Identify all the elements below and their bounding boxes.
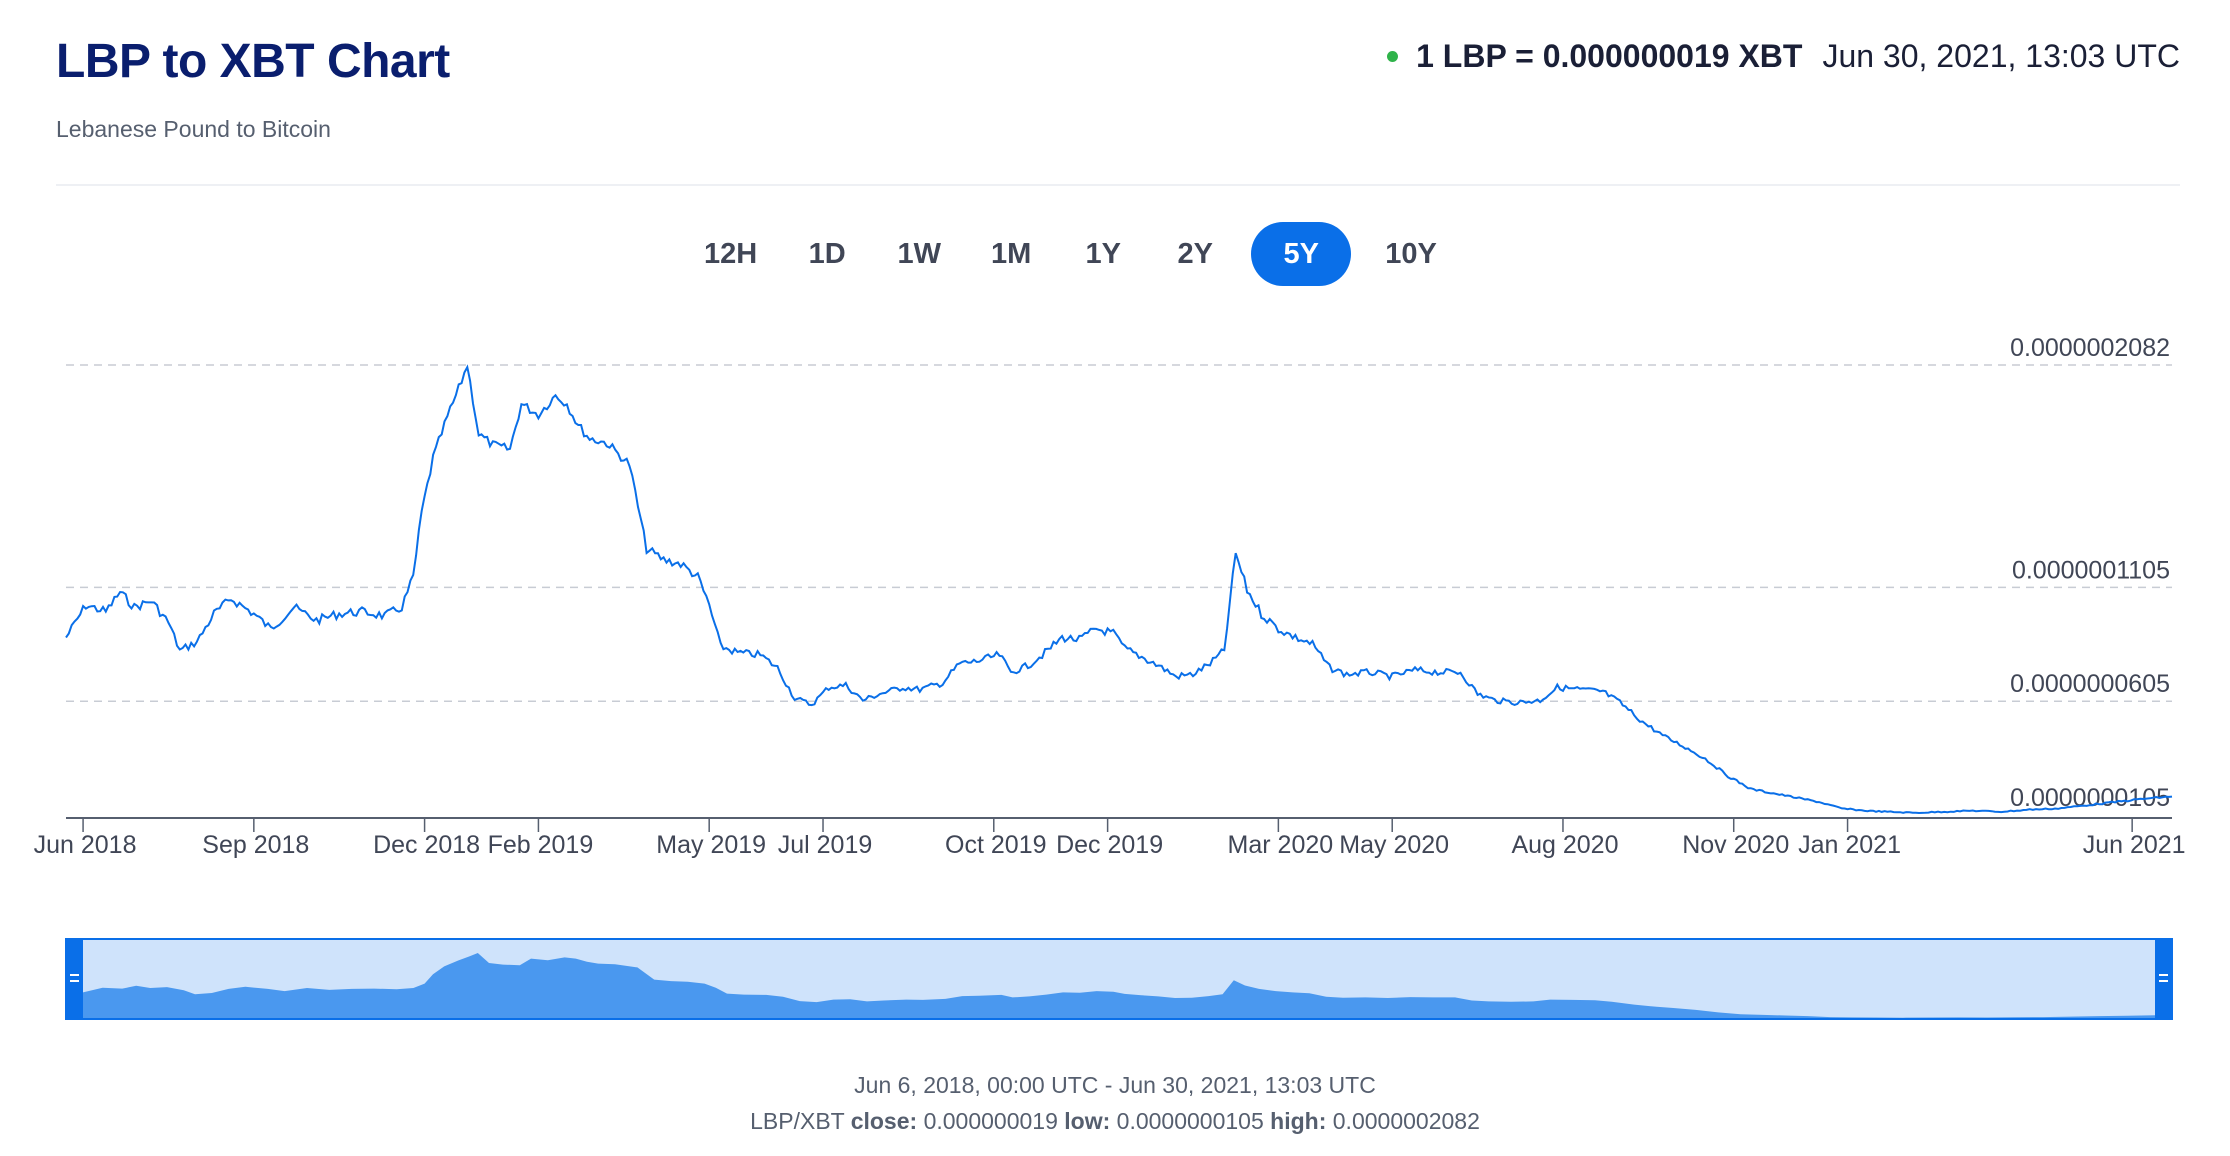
x-axis-label: Oct 2019 bbox=[945, 831, 1046, 859]
close-value: 0.000000019 bbox=[923, 1108, 1058, 1134]
x-axis-label: Sep 2018 bbox=[202, 831, 309, 859]
x-axis-label: Dec 2018 bbox=[373, 831, 480, 859]
high-value: 0.0000002082 bbox=[1332, 1108, 1480, 1134]
range-button-1w[interactable]: 1W bbox=[883, 222, 955, 286]
x-axis-label: Mar 2020 bbox=[1228, 831, 1334, 859]
x-axis-ticks: Jun 2018 Sep 2018 Dec 2018 Feb 2019 May 2019… bbox=[34, 818, 2186, 859]
x-axis-label: Dec 2019 bbox=[1056, 831, 1163, 859]
price-chart[interactable]: 0.00000020820.00000011050.00000006050.00… bbox=[0, 0, 2230, 1060]
y-axis-label: 0.0000001105 bbox=[2012, 556, 2170, 584]
range-button-1d[interactable]: 1D bbox=[791, 222, 863, 286]
range-button-1y[interactable]: 1Y bbox=[1067, 222, 1139, 286]
x-axis-label: Aug 2020 bbox=[1511, 831, 1618, 859]
time-range-selector: 12H 1D 1W 1M 1Y 2Y 5Y 10Y bbox=[690, 222, 1471, 286]
rate-value: 1 LBP = 0.000000019 XBT bbox=[1416, 38, 1803, 74]
x-axis-label: Feb 2019 bbox=[488, 831, 594, 859]
x-axis-label: May 2019 bbox=[656, 831, 766, 859]
chart-header: LBP to XBT Chart Lebanese Pound to Bitco… bbox=[56, 34, 2180, 186]
price-line bbox=[65, 364, 2173, 815]
y-axis-label: 0.0000000605 bbox=[2010, 670, 2170, 698]
pair-label: LBP/XBT bbox=[750, 1108, 845, 1134]
high-label: high: bbox=[1270, 1108, 1327, 1134]
page-subtitle: Lebanese Pound to Bitcoin bbox=[56, 116, 331, 142]
close-label: close: bbox=[850, 1108, 918, 1134]
low-label: low: bbox=[1064, 1108, 1111, 1134]
navigator-left-handle[interactable] bbox=[66, 939, 83, 1019]
rate-timestamp: Jun 30, 2021, 13:03 UTC bbox=[1822, 38, 2180, 74]
low-value: 0.0000000105 bbox=[1116, 1108, 1264, 1134]
navigator-right-handle[interactable] bbox=[2155, 939, 2172, 1019]
navigator-area bbox=[83, 953, 2155, 1018]
live-status-dot-icon bbox=[1387, 51, 1399, 62]
selected-range-text: Jun 6, 2018, 00:00 UTC - Jun 30, 2021, 1… bbox=[854, 1072, 1376, 1098]
x-axis-label: Jan 2021 bbox=[1798, 831, 1901, 859]
range-button-10y[interactable]: 10Y bbox=[1371, 222, 1451, 286]
range-button-5y[interactable]: 5Y bbox=[1251, 222, 1352, 286]
x-axis-label: Nov 2020 bbox=[1682, 831, 1789, 859]
range-button-12h[interactable]: 12H bbox=[690, 222, 771, 286]
page-title: LBP to XBT Chart bbox=[56, 35, 450, 88]
chart-gridlines bbox=[66, 364, 2172, 702]
y-axis-label: 0.0000002082 bbox=[2010, 334, 2170, 362]
x-axis-label: Jun 2018 bbox=[34, 831, 137, 859]
ohlc-summary: LBP/XBT close: 0.000000019 low: 0.000000… bbox=[0, 1108, 2230, 1135]
x-axis-label: May 2020 bbox=[1339, 831, 1449, 859]
y-axis-labels: 0.00000020820.00000011050.00000006050.00… bbox=[2010, 334, 2170, 812]
range-button-2y[interactable]: 2Y bbox=[1159, 222, 1231, 286]
x-axis-label: Jul 2019 bbox=[778, 831, 873, 859]
live-rate: 1 LBP = 0.000000019 XBT Jun 30, 2021, 13… bbox=[1387, 38, 2180, 75]
range-button-1m[interactable]: 1M bbox=[975, 222, 1047, 286]
navigator[interactable] bbox=[65, 938, 2173, 1020]
x-axis-label: Jun 2021 bbox=[2083, 831, 2186, 859]
